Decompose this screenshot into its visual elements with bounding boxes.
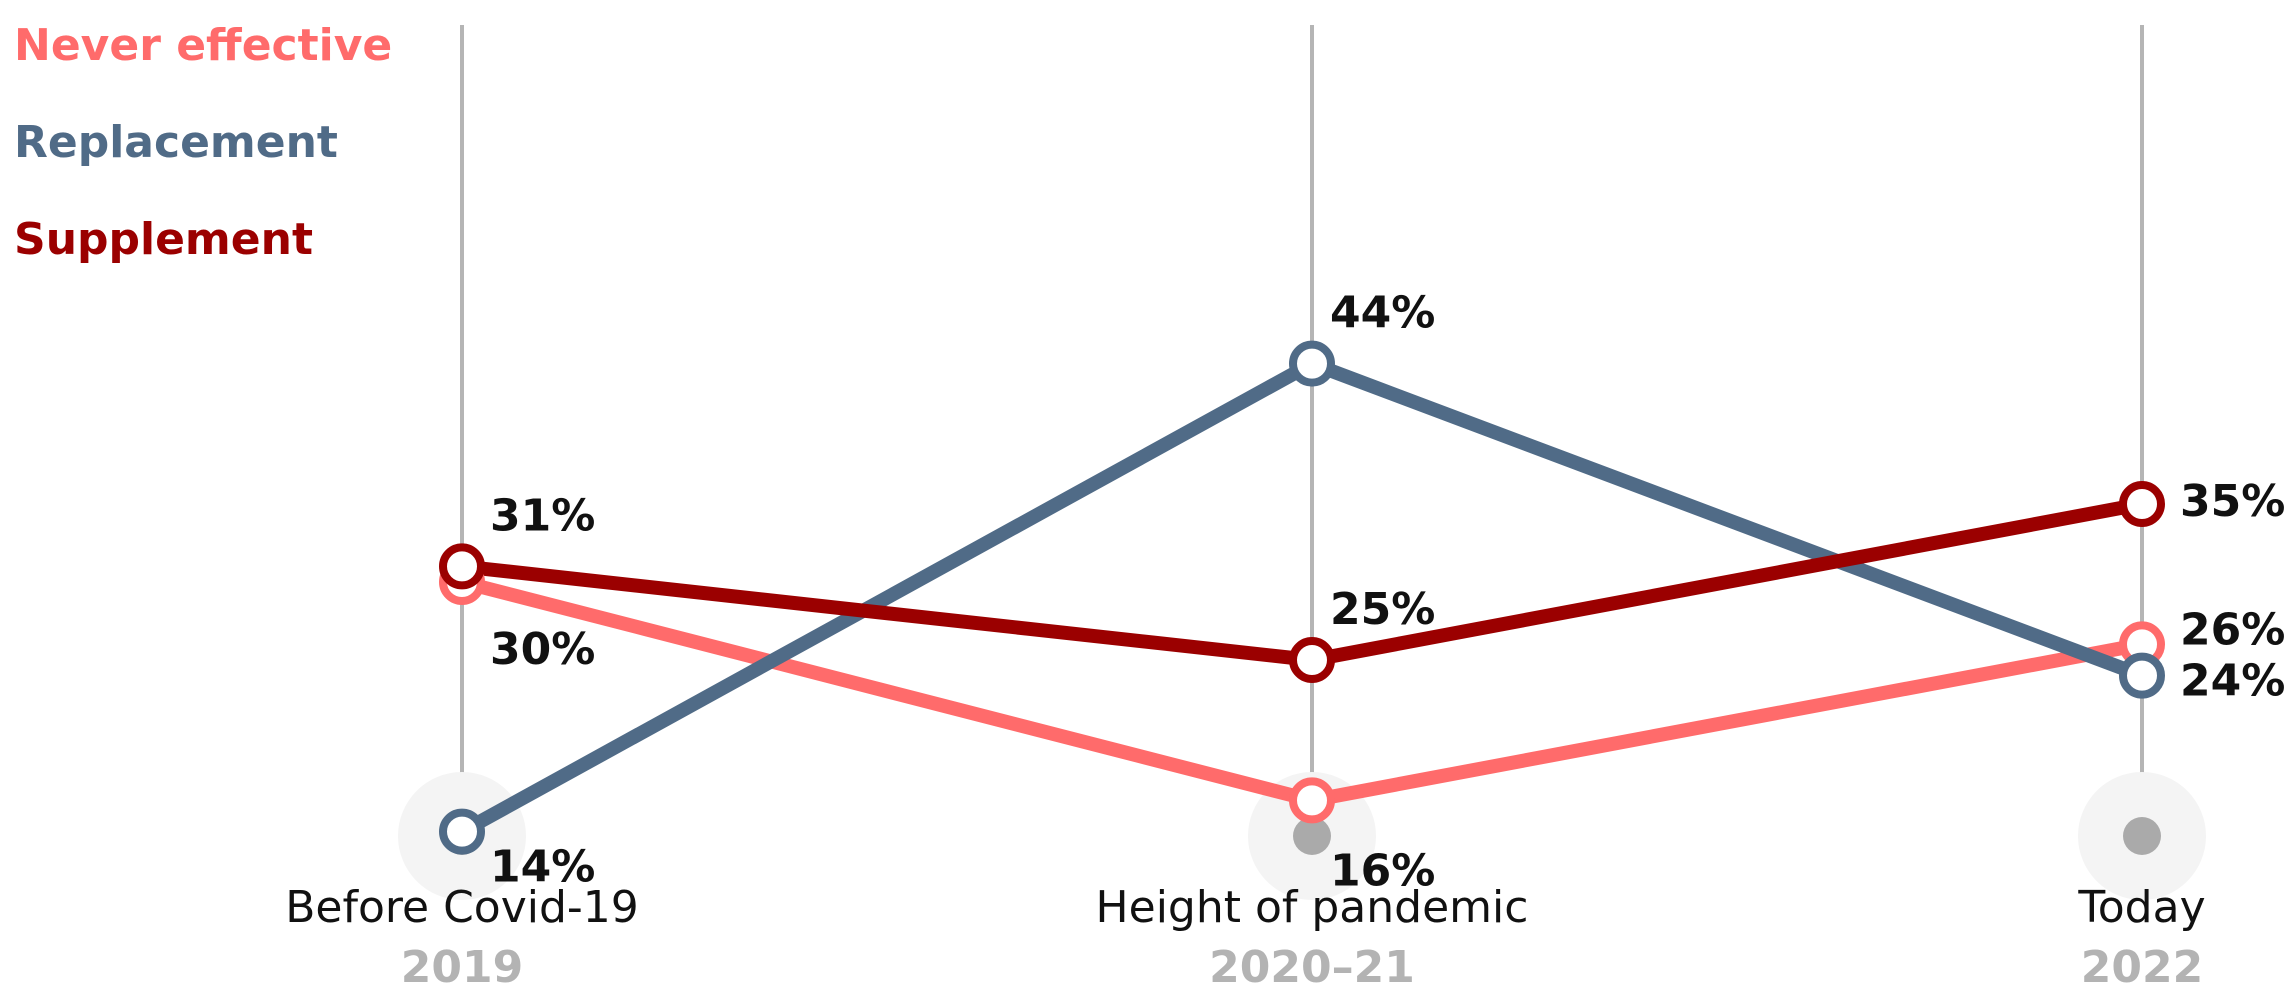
category-label: Before Covid-19 [285,882,639,933]
data-value-label: 44% [1330,288,1435,339]
data-point-marker [1289,777,1335,824]
data-value-label: 35% [2180,476,2285,527]
data-value-label: 25% [1330,584,1435,635]
data-point-marker [1289,340,1335,387]
data-value-label: 24% [2180,656,2285,707]
data-value-label: 26% [2180,604,2285,655]
data-value-label: 14% [490,842,595,893]
data-point-marker [439,543,485,590]
category-year-label: 2022 [2081,942,2203,993]
legend-replacement: Replacement [14,117,338,168]
data-point-marker [2119,481,2165,527]
data-value-label: 31% [490,490,595,541]
base-dot [1293,817,1331,855]
legend-never-effective: Never effective [14,20,393,71]
category-year-label: 2020–21 [1209,942,1415,993]
data-value-label: 16% [1330,845,1435,896]
category-label: Height of pandemic [1096,882,1529,933]
category-label: Today [2077,882,2205,933]
base-dot [2123,817,2161,855]
legend-supplement: Supplement [14,214,313,265]
data-point-marker [439,808,485,855]
data-point-marker [1289,637,1335,683]
data-point-marker [2119,652,2165,699]
category-year-label: 2019 [401,942,523,993]
data-value-label: 30% [490,624,595,675]
